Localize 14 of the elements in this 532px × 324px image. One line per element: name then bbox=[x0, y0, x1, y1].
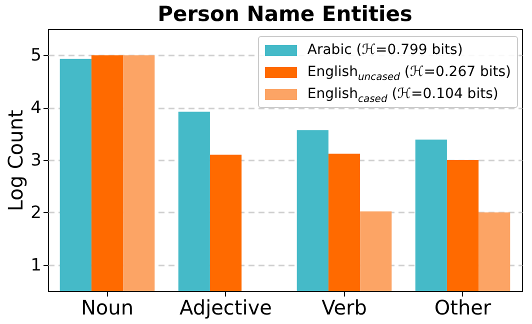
x-tick-label: Adjective bbox=[180, 296, 272, 320]
y-tick-label: 1 bbox=[30, 255, 42, 276]
legend-label: English$_{cased}$ (ℋ=0.104 bits) bbox=[307, 85, 498, 105]
legend-label: Arabic (ℋ=0.799 bits) bbox=[307, 41, 463, 60]
y-tick-label: 4 bbox=[30, 98, 42, 118]
x-tick-label: Verb bbox=[322, 296, 367, 320]
y-axis-title: Log Count bbox=[4, 110, 28, 212]
x-tick-label: Other bbox=[434, 296, 492, 320]
y-tick-label: 5 bbox=[30, 46, 42, 66]
legend-label: English$_{uncased}$ (ℋ=0.267 bits) bbox=[307, 63, 511, 83]
y-tick-label: 3 bbox=[30, 150, 42, 170]
y-tick-label: 2 bbox=[30, 202, 42, 223]
x-tick-label: Noun bbox=[80, 296, 134, 320]
chart-title: Person Name Entities bbox=[158, 2, 412, 26]
